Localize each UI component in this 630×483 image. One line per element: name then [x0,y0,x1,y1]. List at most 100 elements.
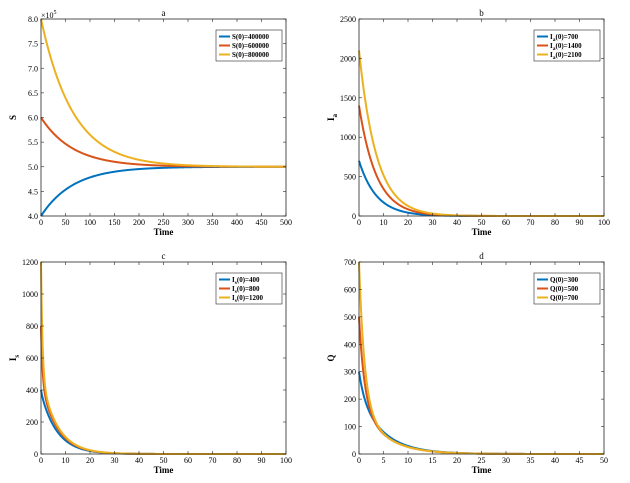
y-tick-label: 8.0 [28,15,38,24]
x-tick-label: 35 [527,456,535,465]
series-line-1 [358,160,605,217]
legend-label-main: I [232,294,235,302]
chart-panel-b: b0 10 20 30 40 50 60 70 80 90 10005001000150020002… [326,8,610,237]
y-tick-label: 1000 [340,133,356,142]
y-tick-label: 600 [26,354,38,363]
chart-title: d [479,251,484,261]
x-tick-label: 200 [133,218,145,227]
x-tick-label: 5 [382,456,386,465]
x-tick-label: 30 [502,456,510,465]
y-tick-label: 4.5 [28,187,38,196]
x-tick-label: 50 [160,456,168,465]
legend-label-2: Is(0)=800 [232,285,260,295]
series-line-3 [40,18,287,168]
x-tick-label: 60 [502,218,510,227]
y-axis-exponent-power: 5 [54,10,57,16]
y-axis-label: Ia [326,113,339,121]
y-tick-label: 2500 [340,15,356,24]
y-axis-label: S [8,115,18,120]
series-group [40,18,287,217]
x-tick-label: 70 [209,456,217,465]
y-tick-label: 7.0 [28,64,38,73]
legend-label-rest: (0)=400 [237,276,260,284]
x-tick-label: 80 [551,218,559,227]
legend-label-1: Q(0)=300 [550,276,579,284]
x-tick-label: 100 [84,218,96,227]
x-tick-label: 10 [404,456,412,465]
legend-label-3: S(0)=800000 [232,51,270,59]
y-tick-label: 5.0 [28,163,38,172]
y-tick-label: 0 [352,450,356,459]
y-axis-label-subscript: a [331,113,339,117]
legend-label-1: S(0)=400000 [232,33,270,41]
x-tick-label: 40 [135,456,143,465]
y-axis-label: Is [8,355,21,362]
legend-label-rest: (0)=700 [555,33,578,41]
x-axis-label: Time [472,465,492,475]
x-tick-label: 20 [86,456,94,465]
y-tick-label: 5.5 [28,138,38,147]
x-tick-label: 70 [527,218,535,227]
legend-label-subscript: a [553,37,556,43]
series-group [358,50,605,217]
x-tick-label: 20 [453,456,461,465]
x-tick-label: 150 [109,218,121,227]
x-tick-label: 0 [39,218,43,227]
legend-label-2: S(0)=600000 [232,42,270,50]
legend-box [215,272,283,305]
legend-label-subscript: s [235,280,237,286]
series-line-2 [40,116,287,168]
legend-label-subscript: s [235,298,237,304]
chart-panel-c: c0 10 20 30 40 50 60 70 80 90 10002004006008001000… [8,251,292,475]
y-tick-label: 500 [344,313,356,322]
chart-panel-a: a 0 50 100 150 200 250 300 350 400 450 500 4.0 4.5 5.0… [8,8,292,237]
chart-title: a [162,8,166,18]
x-tick-label: 0 [357,218,361,227]
legend-label-subscript: a [553,46,556,52]
y-tick-label: 1000 [22,290,38,299]
legend-label-3: Q(0)=700 [550,294,579,302]
x-tick-label: 300 [182,218,194,227]
x-tick-label: 40 [551,456,559,465]
x-tick-label: 80 [233,456,241,465]
y-tick-label: 0 [34,450,38,459]
legend-label-subscript: a [553,55,556,61]
x-axis-label: Time [472,227,492,237]
y-tick-label: 2000 [340,54,356,63]
x-tick-label: 45 [576,456,584,465]
x-tick-label: 30 [111,456,119,465]
x-axis-label: Time [154,227,174,237]
x-tick-label: 450 [256,218,268,227]
y-tick-label: 400 [26,386,38,395]
y-tick-label: 600 [344,285,356,294]
x-tick-label: 90 [258,456,266,465]
y-tick-label: 200 [26,418,38,427]
x-tick-label: 90 [576,218,584,227]
legend-label-main: I [550,42,553,50]
legend-label-2: Ia(0)=1400 [550,42,582,52]
x-tick-label: 40 [453,218,461,227]
y-tick-label: 500 [344,173,356,182]
legend-label-rest: (0)=2100 [555,51,582,59]
series-line-2 [40,325,287,455]
x-tick-label: 400 [231,218,243,227]
y-tick-label: 0 [352,212,356,221]
legend-label-3: Ia(0)=2100 [550,51,582,61]
legend-label-main: I [232,285,235,293]
chart-title: c [162,251,166,261]
x-tick-label: 20 [404,218,412,227]
legend-label-rest: (0)=1200 [237,294,264,302]
x-tick-label: 350 [207,218,219,227]
x-tick-label: 0 [39,456,43,465]
y-tick-label: 100 [344,423,356,432]
y-axis-exponent: ×105 [41,10,57,20]
x-tick-label: 10 [380,218,388,227]
y-tick-label: 700 [344,258,356,267]
legend-label-1: Ia(0)=700 [550,33,579,43]
y-tick-label: 1200 [22,258,38,267]
x-tick-label: 60 [184,456,192,465]
